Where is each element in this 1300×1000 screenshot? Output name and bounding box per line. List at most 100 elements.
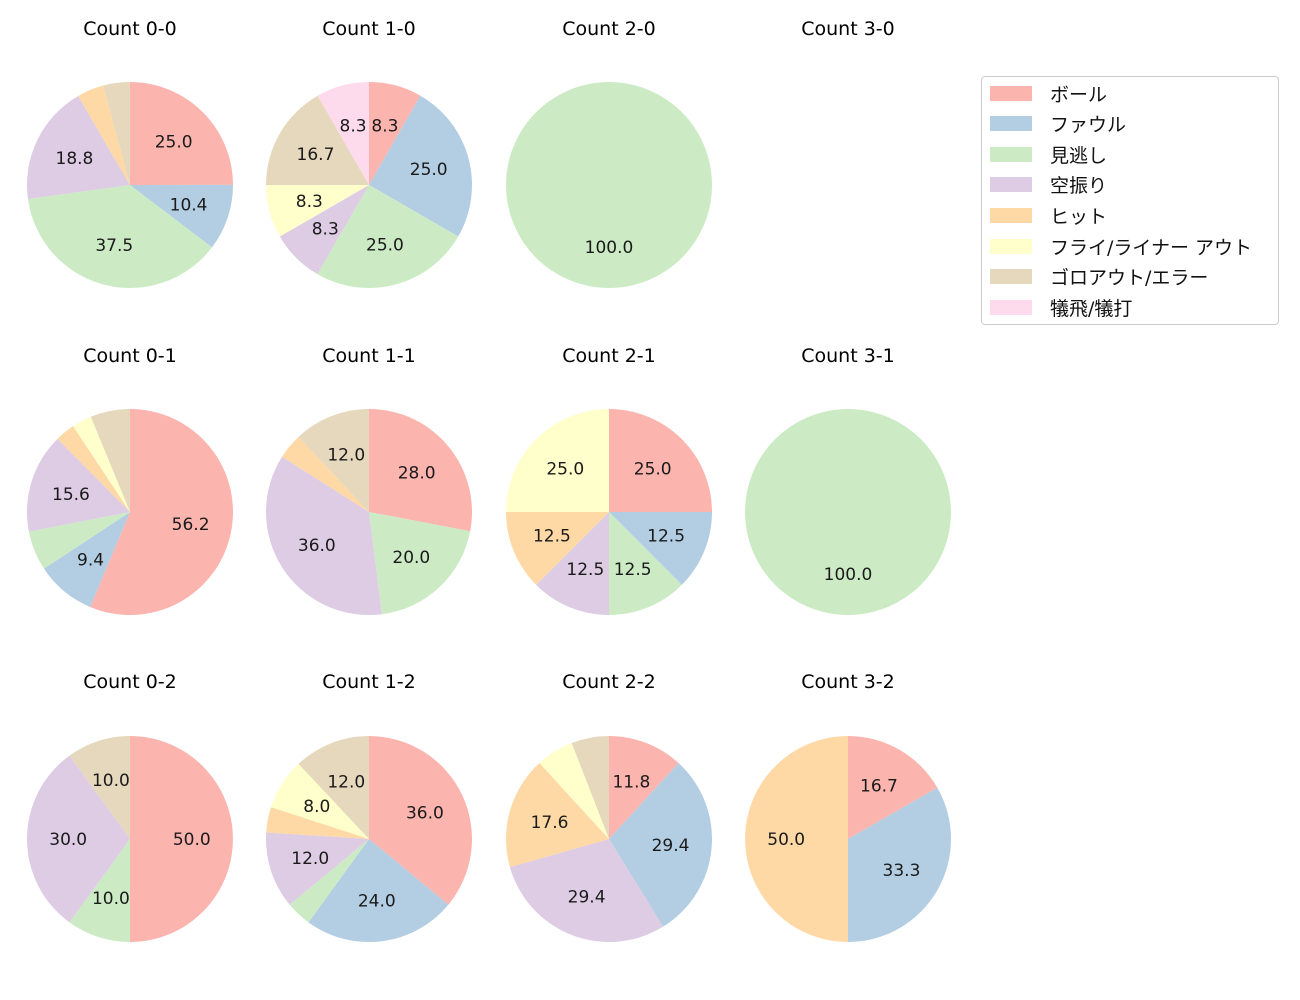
pie-slice [609, 512, 712, 585]
pie-slice [369, 95, 473, 237]
slice-label: 8.3 [296, 192, 323, 212]
pie-slice [369, 82, 421, 185]
slice-label: 56.2 [172, 515, 210, 535]
pie-slice [266, 185, 369, 237]
pie-slice [289, 839, 369, 923]
slice-label: 8.0 [303, 797, 330, 817]
legend-swatch [990, 85, 1032, 101]
slice-label: 12.0 [291, 849, 329, 869]
slice-label: 24.0 [358, 891, 396, 911]
pie-count-1-0: Count 1-08.325.025.08.38.316.78.3 [266, 18, 473, 288]
legend-label: 犠飛/犠打 [1050, 297, 1133, 320]
legend-swatch [990, 146, 1032, 162]
legend-swatch [990, 238, 1032, 254]
pie-slice [28, 512, 130, 569]
pie-slice [745, 736, 848, 942]
pie-slice [69, 736, 130, 839]
pie-count-0-1: Count 0-1 56.2 9.4 15.6 [27, 345, 233, 616]
pie-slice [298, 736, 369, 839]
pie-title: Count 3-2 [801, 671, 895, 693]
pie-slice [506, 763, 609, 868]
pie-slice [571, 736, 609, 839]
pie-title: Count 0-1 [83, 345, 177, 367]
slice-label: 10.4 [170, 196, 208, 216]
pie-count-3-2: Count 3-2 16.7 33.3 50.0 [745, 671, 951, 942]
pie-slice [369, 409, 472, 532]
pie-title: Count 1-1 [322, 345, 416, 367]
slice-label: 100.0 [824, 565, 873, 585]
pie-count-2-0: Count 2-0 100.0 [506, 18, 712, 288]
pie-slice [69, 839, 130, 942]
legend-item: ボール [990, 82, 1108, 106]
pie-slice [369, 512, 471, 615]
slice-label: 50.0 [173, 830, 211, 850]
pie-slice [848, 736, 938, 839]
legend-label: 見逃し [1050, 144, 1108, 167]
slice-label: 10.0 [92, 889, 130, 909]
slice-label: 11.8 [612, 772, 650, 792]
pie-count-1-1: Count 1-1 28.0 20.0 36.0 12.0 [265, 345, 472, 615]
slice-label: 25.0 [366, 236, 404, 256]
legend-swatch [990, 116, 1032, 132]
slice-label: 25.0 [546, 459, 584, 479]
slice-label: 36.0 [406, 804, 444, 824]
pie-slice [266, 807, 369, 839]
legend-swatch [990, 177, 1032, 193]
slice-label: 16.7 [297, 145, 335, 165]
pie-count-0-2: Count 0-2 50.0 10.0 30.0 10.0 [26, 671, 233, 942]
pie-count-1-2: Count 1-2 36.0 24.0 12.0 8.0 12.0 [266, 671, 473, 942]
legend: ボール ファウル 見逃し 空振り ヒット フライ/ライナー アウト ゴロアウト/エラー 犠飛/… [981, 76, 1279, 325]
pie-title: Count 2-1 [562, 345, 656, 367]
pie-slice [506, 409, 609, 512]
slice-label: 10.0 [92, 771, 130, 791]
pie-slice [369, 736, 473, 905]
slice-label: 50.0 [767, 830, 805, 850]
slice-label: 18.8 [56, 149, 94, 169]
pie-slice [271, 763, 369, 839]
pie-slice [745, 409, 951, 615]
legend-label: フライ/ライナー アウト [1050, 236, 1253, 259]
slice-label: 12.0 [327, 446, 365, 466]
pie-slice [27, 95, 131, 200]
pie-title: Count 1-2 [322, 671, 416, 693]
pie-slice [27, 438, 131, 532]
pie-slice [130, 736, 233, 942]
pie-slice [57, 426, 131, 512]
slice-label: 12.5 [647, 527, 685, 547]
pie-count-3-1: Count 3-1 100.0 [745, 345, 951, 615]
pie-title: Count 0-2 [83, 671, 177, 693]
pie-slice [73, 416, 130, 512]
pie-slice [506, 82, 712, 288]
pie-slice [27, 185, 212, 288]
pie-title: Count 0-0 [83, 18, 177, 40]
pie-slice [266, 832, 369, 905]
slice-label: 12.0 [327, 773, 365, 793]
slice-label: 15.6 [52, 485, 90, 505]
pie-slice [609, 512, 682, 615]
slice-label: 25.0 [155, 132, 193, 152]
slice-label: 12.5 [533, 527, 571, 547]
pie-slice [308, 839, 449, 942]
pie-slice [609, 409, 712, 512]
pie-slice [78, 85, 130, 185]
legend-label: ヒット [1050, 205, 1108, 228]
slice-label: 30.0 [49, 830, 87, 850]
pie-slice [539, 742, 609, 839]
pie-slice [282, 436, 369, 512]
slice-label: 9.4 [77, 551, 104, 571]
slice-label: 8.3 [340, 116, 367, 136]
slice-label: 8.3 [312, 220, 339, 240]
pie-slice [26, 755, 130, 923]
pie-slice [317, 82, 369, 185]
legend-swatch [990, 299, 1032, 315]
legend-label: ボール [1050, 83, 1108, 106]
pie-slice [103, 82, 130, 185]
pie-slice [509, 839, 664, 942]
pie-title: Count 2-0 [562, 18, 656, 40]
slice-label: 16.7 [860, 777, 898, 797]
pie-title: Count 2-2 [562, 671, 656, 693]
pie-slice [609, 763, 712, 927]
pie-slice [506, 512, 609, 585]
pie-slice [298, 409, 369, 512]
